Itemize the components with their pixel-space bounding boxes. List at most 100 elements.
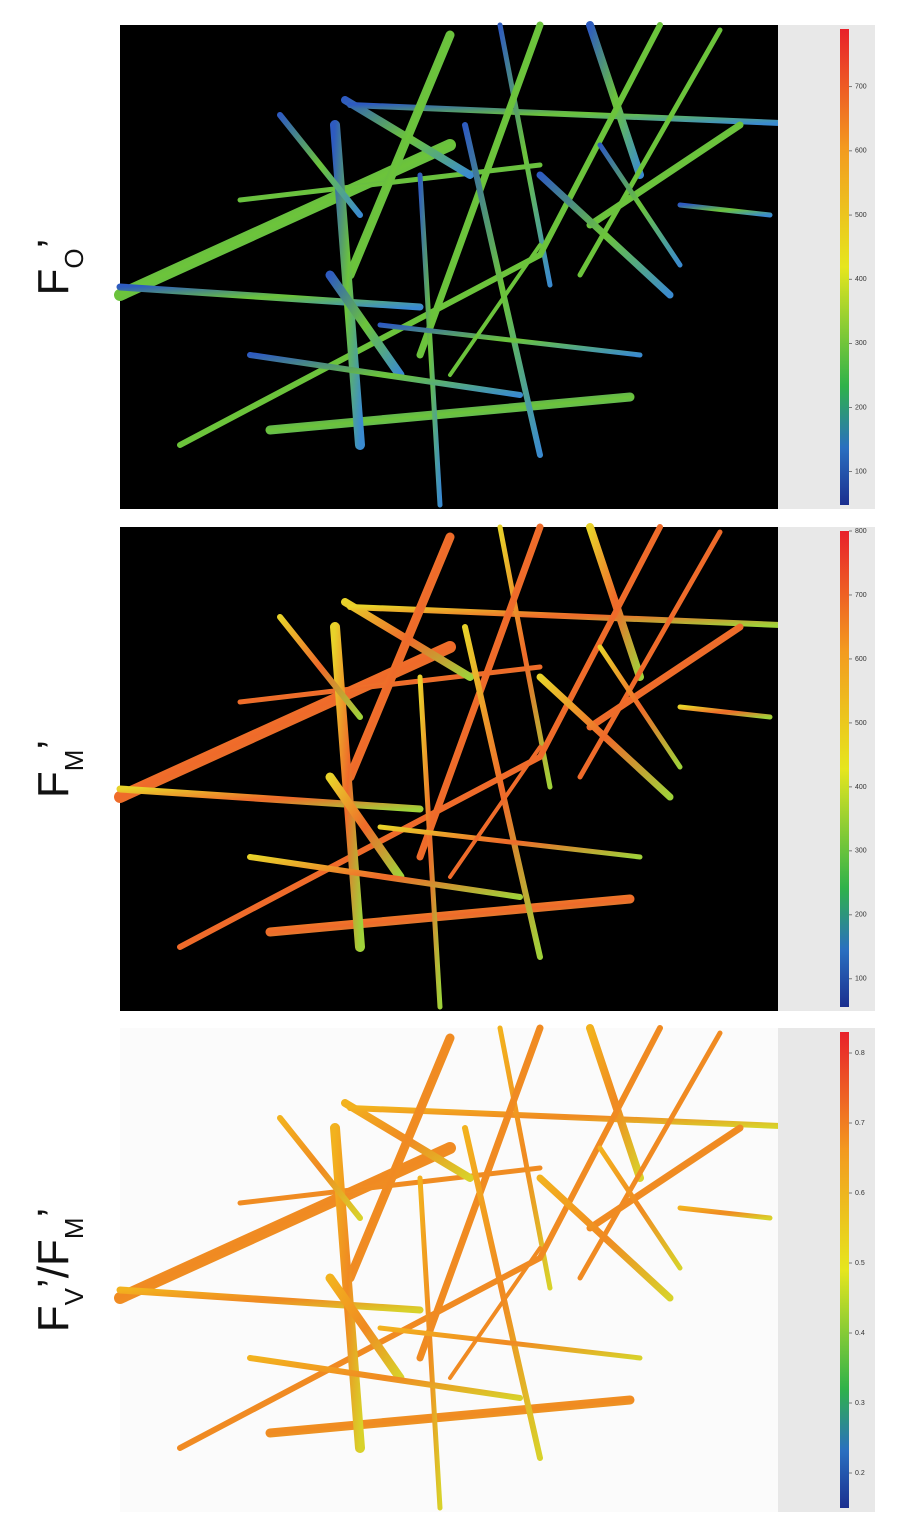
leaves (114, 21, 783, 508)
leaf (586, 523, 644, 681)
leaf (177, 754, 543, 950)
leaf (536, 1174, 674, 1302)
tick-label: 0.7 (855, 1120, 865, 1127)
leaf (330, 120, 365, 450)
panel: 0.2 0.3 0.4 0.5 0.6 0.7 0.8 FV’/FM’ (29, 1024, 875, 1512)
leaf (417, 1175, 443, 1511)
leaf (448, 243, 542, 377)
leaf (247, 352, 523, 398)
tick-label: 300 (855, 340, 867, 347)
leaf (325, 1273, 405, 1383)
leaf (677, 704, 773, 720)
leaf (325, 270, 405, 380)
label-part: M (59, 1217, 89, 1239)
leaf (537, 22, 663, 258)
tick-label: 600 (855, 656, 867, 663)
tick-label: 100 (855, 468, 867, 475)
label-part: ’ (29, 239, 78, 249)
leaf (497, 22, 553, 288)
leaf (497, 1025, 553, 1291)
label-part: ’/F (29, 1239, 78, 1288)
panel-label: FO’ (29, 239, 89, 296)
tick-label: 200 (855, 404, 867, 411)
panel-label: FV’/FM’ (29, 1208, 89, 1333)
leaf (597, 644, 683, 770)
leaf (448, 1246, 542, 1380)
tick-label: 0.8 (855, 1050, 865, 1057)
leaf (417, 674, 443, 1010)
leaf (677, 202, 773, 218)
tick-label: 0.2 (855, 1470, 865, 1477)
leaf (597, 142, 683, 268)
leaf (277, 614, 363, 720)
label-part: ’ (29, 740, 78, 750)
tick-label: 700 (855, 84, 867, 91)
leaf (247, 1355, 523, 1401)
leaf (116, 1286, 424, 1314)
leaf (177, 1255, 543, 1451)
leaf (325, 772, 405, 882)
leaf (265, 392, 635, 435)
leaf (677, 1205, 773, 1221)
leaf (586, 121, 744, 229)
leaf (116, 785, 424, 813)
leaf (177, 252, 543, 448)
leaf (536, 171, 674, 299)
panel: 100 200 300 400 500 600 700 800 FM’ (29, 523, 875, 1011)
leaf (277, 112, 363, 218)
tick-label: 500 (855, 720, 867, 727)
leaf (345, 1033, 455, 1283)
leaf (265, 894, 635, 937)
leaf (330, 1123, 365, 1453)
leaf (345, 30, 455, 280)
tick-label: 400 (855, 784, 867, 791)
tick-label: 200 (855, 912, 867, 919)
leaf (586, 1124, 744, 1232)
label-part: V (59, 1287, 89, 1305)
leaf (537, 1025, 663, 1261)
tick-label: 800 (855, 528, 867, 535)
label-part: O (59, 248, 89, 268)
tick-label: 700 (855, 592, 867, 599)
leaf (537, 524, 663, 760)
tick-label: 0.6 (855, 1190, 865, 1197)
tick-label: 500 (855, 212, 867, 219)
leaf (116, 283, 424, 311)
leaf (536, 673, 674, 801)
leaf (417, 172, 443, 508)
leaf (345, 532, 455, 782)
leaf (330, 622, 365, 952)
tick-label: 300 (855, 848, 867, 855)
leaf (462, 624, 543, 960)
leaf (497, 524, 553, 790)
tick-label: 0.5 (855, 1260, 865, 1267)
leaf (265, 1395, 635, 1438)
tick-label: 0.3 (855, 1400, 865, 1407)
label-part: F (29, 1305, 78, 1332)
leaf (448, 745, 542, 879)
colorbar-strip (778, 25, 875, 509)
colorbar (840, 531, 849, 1007)
leaf (597, 1145, 683, 1271)
tick-label: 0.4 (855, 1330, 865, 1337)
label-part: M (59, 750, 89, 772)
leaf (247, 854, 523, 900)
leaves (114, 523, 783, 1010)
colorbar (840, 29, 849, 505)
leaf (462, 122, 543, 458)
panel-label: FM’ (29, 740, 89, 798)
leaf (586, 623, 744, 731)
leaves (114, 1024, 783, 1511)
tick-label: 400 (855, 276, 867, 283)
colorbar (840, 1032, 849, 1508)
leaf (586, 1024, 644, 1182)
leaf (377, 1325, 643, 1361)
panel: 100 200 300 400 500 600 700 FO’ (29, 21, 875, 509)
leaf (377, 824, 643, 860)
label-part: F (29, 771, 78, 798)
label-part: F (29, 269, 78, 296)
leaf (586, 21, 644, 179)
tick-label: 600 (855, 148, 867, 155)
leaf (462, 1125, 543, 1461)
